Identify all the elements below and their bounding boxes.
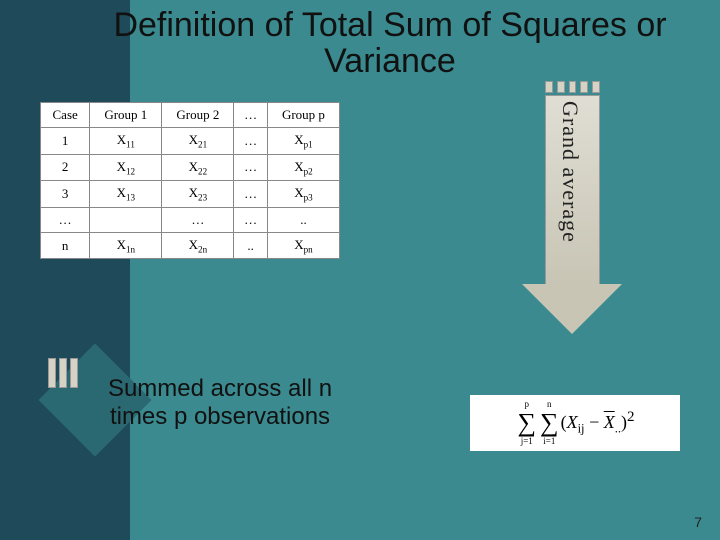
arrow-tail-stripes (545, 81, 600, 93)
table-cell: … (41, 207, 90, 232)
table-cell: … (234, 154, 267, 181)
table-cell: … (234, 128, 267, 155)
table-cell: X21 (162, 128, 234, 155)
table-cell: X13 (90, 181, 162, 208)
table-cell: Xpn (267, 232, 339, 259)
table-cell: 3 (41, 181, 90, 208)
table-header: Group 2 (162, 103, 234, 128)
caption-text: Summed across all n times p observations (90, 375, 350, 430)
table-cell: X23 (162, 181, 234, 208)
sigma-outer-icon: p ∑ j=1 (517, 408, 536, 438)
table-header: Case (41, 103, 90, 128)
formula-body: (Xij − X..)2 (561, 409, 635, 437)
table-cell: Xp1 (267, 128, 339, 155)
table-cell: .. (234, 232, 267, 259)
table-cell: Xp3 (267, 181, 339, 208)
formula: p ∑ j=1 n ∑ i=1 (Xij − X..)2 (470, 395, 680, 451)
table-cell: X12 (90, 154, 162, 181)
table-cell: … (234, 207, 267, 232)
table-cell (90, 207, 162, 232)
caption-arrow-icon (48, 358, 78, 390)
arrow-head-icon (522, 284, 622, 334)
arrow-label: Grand average (557, 101, 583, 243)
page-number: 7 (694, 514, 702, 530)
table-row: 3X13X23…Xp3 (41, 181, 340, 208)
table-cell: … (234, 181, 267, 208)
table-cell: 1 (41, 128, 90, 155)
table-cell: Xp2 (267, 154, 339, 181)
table-cell: … (162, 207, 234, 232)
table-cell: X11 (90, 128, 162, 155)
table-header: Group p (267, 103, 339, 128)
table-header: … (234, 103, 267, 128)
table-cell: 2 (41, 154, 90, 181)
table-cell: X22 (162, 154, 234, 181)
slide-title: Definition of Total Sum of Squares or Va… (100, 8, 680, 79)
grand-average-arrow: Grand average (530, 95, 615, 350)
table-cell: .. (267, 207, 339, 232)
table-header: Group 1 (90, 103, 162, 128)
table-row: 2X12X22…Xp2 (41, 154, 340, 181)
table-row: nX1nX2n..Xpn (41, 232, 340, 259)
table-cell: n (41, 232, 90, 259)
table-row: ……….. (41, 207, 340, 232)
table-row: 1X11X21…Xp1 (41, 128, 340, 155)
sigma-inner-icon: n ∑ i=1 (540, 408, 559, 438)
data-table: CaseGroup 1Group 2…Group p 1X11X21…Xp12X… (40, 102, 340, 259)
table-cell: X2n (162, 232, 234, 259)
table-cell: X1n (90, 232, 162, 259)
